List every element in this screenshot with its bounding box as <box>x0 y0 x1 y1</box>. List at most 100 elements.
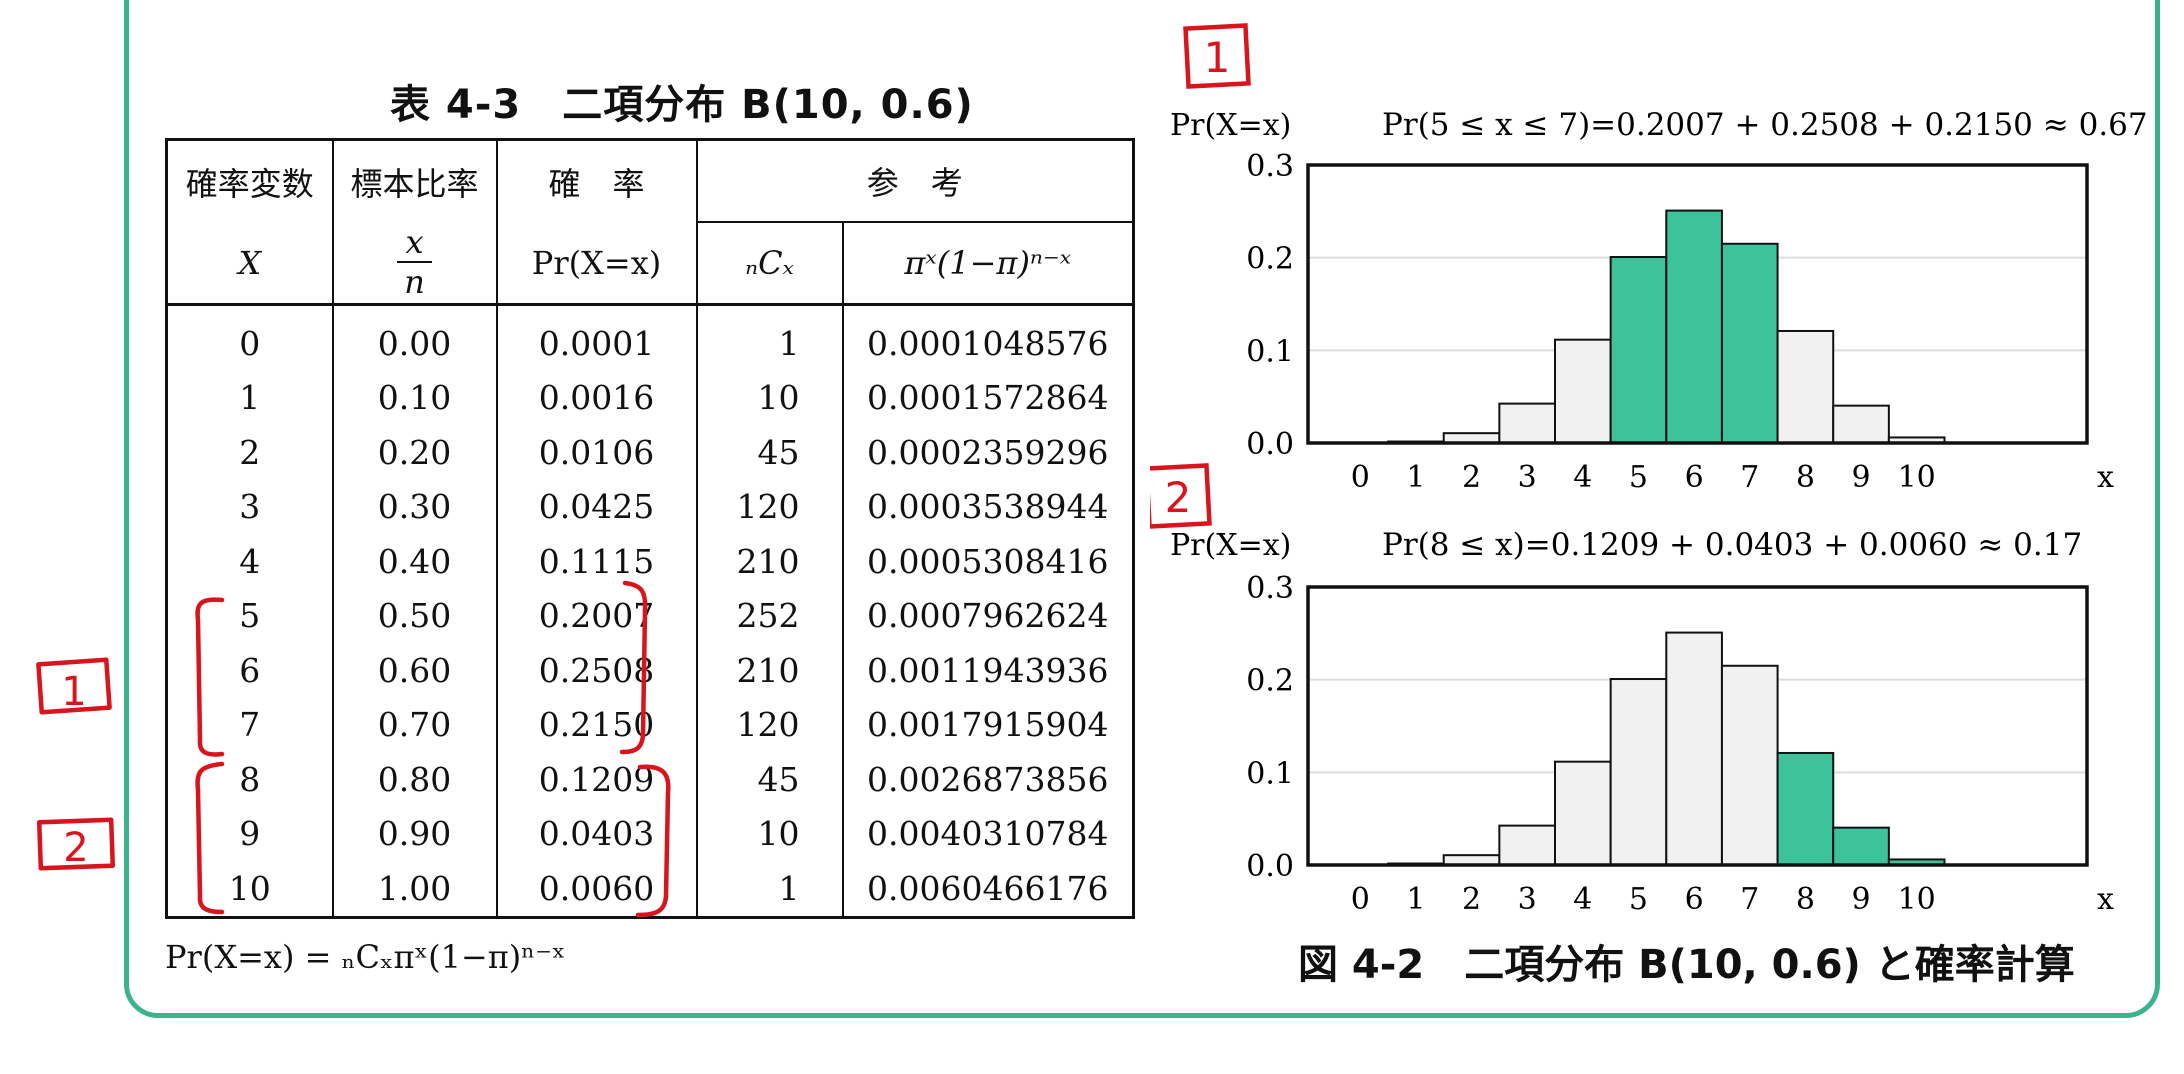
x-tick-label: 10 <box>1898 460 1936 495</box>
cell-combination: 210 <box>695 643 844 698</box>
x-tick-label: 8 <box>1796 882 1815 917</box>
x-tick-label: 4 <box>1573 882 1592 917</box>
cell-power: 0.0040310784 <box>841 806 1135 861</box>
table-row: 8 0.80 0.1209 45 0.0026873856 <box>165 752 1135 807</box>
x-tick-label: 3 <box>1518 460 1537 495</box>
table-title: 表 4-3 二項分布 B(10, 0.6) <box>390 82 974 128</box>
bracket-right-group-2 <box>635 764 671 918</box>
cell-probability: 0.2007 <box>495 588 698 643</box>
fraction-numerator: x <box>397 224 432 263</box>
x-tick-label: 5 <box>1629 460 1648 495</box>
table-row: 3 0.30 0.0425 120 0.0003538944 <box>165 479 1135 534</box>
plot-frame <box>1306 163 2089 445</box>
page-frame <box>124 0 2160 1018</box>
bar <box>1498 824 1557 866</box>
cell-ratio: 0.40 <box>331 534 498 589</box>
x-tick-label: 0 <box>1351 460 1370 495</box>
y-tick-label: 0.0 <box>1246 427 1294 462</box>
cell-x: 4 <box>165 534 334 589</box>
cell-ratio: 1.00 <box>331 861 498 917</box>
x-tick-label: 9 <box>1851 882 1870 917</box>
x-tick-label: 1 <box>1406 460 1425 495</box>
cell-x: 6 <box>165 643 334 698</box>
table-row: 0 0.00 0.0001 1 0.0001048576 <box>165 304 1135 371</box>
x-tick-label: 9 <box>1851 460 1870 495</box>
cell-probability: 0.2150 <box>495 697 698 752</box>
fraction-denominator: n <box>404 262 425 301</box>
y-tick-label: 0.2 <box>1246 242 1294 277</box>
marker-1-label: 1 <box>1204 33 1231 82</box>
x-tick-label: 6 <box>1685 460 1704 495</box>
cell-power: 0.0011943936 <box>841 643 1135 698</box>
bar <box>1609 256 1668 444</box>
y-tick-label: 0.3 <box>1246 149 1294 184</box>
cell-ratio: 0.80 <box>331 752 498 807</box>
table-row: 9 0.90 0.0403 10 0.0040310784 <box>165 806 1135 861</box>
cell-probability: 0.0016 <box>495 370 698 425</box>
cell-x: 10 <box>165 861 334 917</box>
x-axis-label: x <box>2097 460 2114 495</box>
bar <box>1720 664 1779 866</box>
cell-combination: 210 <box>695 534 844 589</box>
header-probability: 確 率 <box>495 139 698 222</box>
cell-combination: 10 <box>695 806 844 861</box>
cell-probability: 0.0001 <box>495 304 698 371</box>
cell-probability: 0.1115 <box>495 534 698 589</box>
cell-ratio: 0.70 <box>331 697 498 752</box>
x-tick-label: 4 <box>1573 460 1592 495</box>
cell-probability: 0.1209 <box>495 752 698 807</box>
x-tick-label: 3 <box>1518 882 1537 917</box>
x-tick-label: 7 <box>1740 882 1759 917</box>
bar <box>1498 402 1557 445</box>
cell-ratio: 0.10 <box>331 370 498 425</box>
cell-power: 0.0017915904 <box>841 697 1135 752</box>
cell-x: 2 <box>165 425 334 480</box>
marker-2-label: 2 <box>63 825 88 871</box>
cell-ratio: 0.90 <box>331 806 498 861</box>
cell-probability: 0.2508 <box>495 643 698 698</box>
x-tick-label: 10 <box>1898 882 1936 917</box>
cell-power: 0.0007962624 <box>841 588 1135 643</box>
cell-power: 0.0005308416 <box>841 534 1135 589</box>
cell-combination: 45 <box>695 425 844 480</box>
x-tick-label: 6 <box>1685 882 1704 917</box>
bracket-right-group-1 <box>619 580 648 755</box>
cell-probability: 0.0106 <box>495 425 698 480</box>
cell-power: 0.0026873856 <box>841 752 1135 807</box>
header-variable-symbol: X <box>165 222 334 305</box>
y-tick-label: 0.3 <box>1246 571 1294 606</box>
marker-box-2 <box>1150 463 1212 529</box>
x-tick-label: 2 <box>1462 882 1481 917</box>
marker-2-label: 2 <box>1165 473 1192 522</box>
cell-x: 8 <box>165 752 334 807</box>
cell-ratio: 0.00 <box>331 304 498 371</box>
chart-panel-2: 0.00.10.20.30 1 2 3 4 5 6 7 8 9 10 xPr(X=x) Pr(8 ≤ x… <box>1150 463 2114 917</box>
header-ratio-fraction: x n <box>331 222 498 305</box>
marker-box-1 <box>1183 23 1251 89</box>
cell-x: 3 <box>165 479 334 534</box>
bar <box>1665 209 1723 444</box>
bracket-left-group-1 <box>195 597 225 757</box>
x-tick-label: 7 <box>1740 460 1759 495</box>
x-tick-label: 8 <box>1796 460 1815 495</box>
cell-x: 5 <box>165 588 334 643</box>
cell-x: 0 <box>165 304 334 371</box>
x-tick-label: 2 <box>1462 460 1481 495</box>
table-body: 0 0.00 0.0001 1 0.0001048576 1 0.10 0.0016 10 0.0… <box>165 304 1135 917</box>
cell-probability: 0.0425 <box>495 479 698 534</box>
bar <box>1665 631 1723 866</box>
y-axis-label: Pr(X=x) <box>1170 108 1291 143</box>
cell-combination: 45 <box>695 752 844 807</box>
x-tick-label: 0 <box>1351 882 1370 917</box>
plot-frame <box>1306 585 2089 867</box>
table-row: 2 0.20 0.0106 45 0.0002359296 <box>165 425 1135 480</box>
y-tick-label: 0.1 <box>1246 756 1294 791</box>
y-tick-label: 0.1 <box>1246 334 1294 369</box>
table-row: 1 0.10 0.0016 10 0.0001572864 <box>165 370 1135 425</box>
bar <box>1609 678 1668 866</box>
x-tick-label: 5 <box>1629 882 1648 917</box>
header-combination: ₙCₓ <box>695 221 844 305</box>
table-row: 6 0.60 0.2508 210 0.0011943936 <box>165 643 1135 698</box>
cell-power: 0.0001048576 <box>841 304 1135 371</box>
y-tick-label: 0.2 <box>1246 664 1294 699</box>
